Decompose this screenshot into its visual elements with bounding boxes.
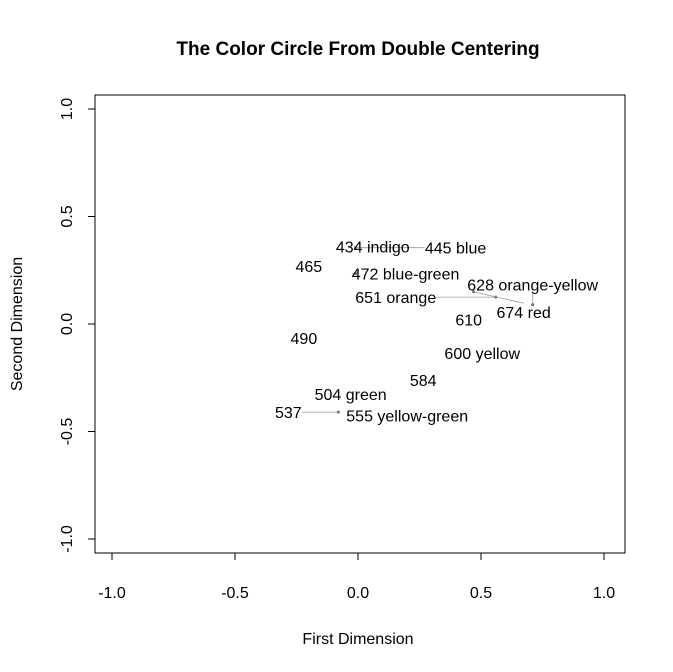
point-label: 610 xyxy=(455,313,482,330)
point-label: 445 blue xyxy=(425,241,486,258)
chart-title: The Color Circle From Double Centering xyxy=(176,39,539,60)
point-label: 651 orange xyxy=(355,290,436,307)
x-tick-label: 1.0 xyxy=(593,585,615,602)
x-tick-label: 0.0 xyxy=(347,585,369,602)
x-tick-label: -1.0 xyxy=(98,585,126,602)
x-tick-label: 0.5 xyxy=(470,585,492,602)
x-axis-label: First Dimension xyxy=(302,631,413,648)
y-axis: -1.0 -0.5 0.0 0.5 1.0 xyxy=(59,98,96,553)
x-axis: -1.0 -0.5 0.0 0.5 1.0 xyxy=(98,552,615,602)
point-label: 584 xyxy=(410,373,437,390)
y-axis-label: Second Dimension xyxy=(9,257,26,391)
label-leaders xyxy=(301,246,535,414)
point-label: 555 yellow-green xyxy=(346,408,468,425)
y-tick-label: 0.0 xyxy=(59,313,76,335)
point-label: 490 xyxy=(291,331,318,348)
point-label: 600 yellow xyxy=(444,346,520,363)
point-label: 472 blue-green xyxy=(352,266,460,283)
leader-line xyxy=(473,291,524,304)
y-tick-label: 1.0 xyxy=(59,98,76,120)
point-label: 504 green xyxy=(315,387,387,404)
x-tick-label: -0.5 xyxy=(221,585,249,602)
point-label: 465 xyxy=(295,259,322,276)
point-label: 674 red xyxy=(496,305,550,322)
point-label: 537 xyxy=(275,405,302,422)
point-label: 434 indigo xyxy=(336,240,410,257)
y-tick-label: -0.5 xyxy=(59,418,76,446)
plot-frame xyxy=(94,94,626,554)
point-label: 628 orange-yellow xyxy=(467,278,598,295)
y-tick-label: 0.5 xyxy=(59,205,76,227)
y-tick-label: -1.0 xyxy=(59,525,76,553)
point-labels: 434 indigo 445 blue 465 472 blue-green 490 50… xyxy=(275,240,599,426)
